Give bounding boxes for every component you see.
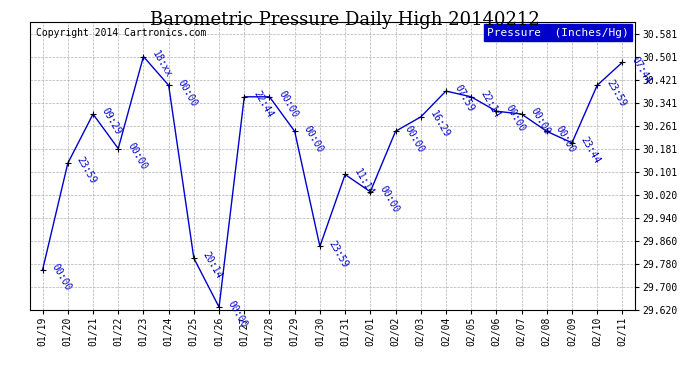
Text: 11:14: 11:14	[352, 167, 375, 197]
Text: 00:00: 00:00	[226, 299, 249, 330]
Text: Barometric Pressure Daily High 20140212: Barometric Pressure Daily High 20140212	[150, 11, 540, 29]
Text: 00:00: 00:00	[277, 89, 299, 120]
Text: 23:59: 23:59	[327, 238, 351, 269]
Text: Copyright 2014 Cartronics.com: Copyright 2014 Cartronics.com	[36, 28, 206, 38]
Text: 00:00: 00:00	[503, 104, 526, 134]
Text: 00:00: 00:00	[529, 106, 552, 137]
Text: 00:00: 00:00	[50, 262, 73, 292]
Text: 00:00: 00:00	[302, 123, 325, 154]
Text: 16:29: 16:29	[428, 109, 451, 140]
Text: 23:59: 23:59	[604, 78, 627, 108]
Text: 23:59: 23:59	[75, 156, 98, 186]
Text: 00:00: 00:00	[125, 141, 148, 171]
Text: 00:00: 00:00	[553, 123, 577, 154]
Text: 00:00: 00:00	[402, 123, 426, 154]
Text: 18:xx: 18:xx	[150, 49, 174, 79]
Text: 07:59: 07:59	[453, 83, 476, 114]
Text: 22:44: 22:44	[251, 89, 275, 120]
Text: 09:29: 09:29	[100, 106, 124, 137]
Text: 20:14: 20:14	[201, 251, 224, 281]
Text: Pressure  (Inches/Hg): Pressure (Inches/Hg)	[487, 28, 629, 38]
Text: 22:14: 22:14	[478, 89, 502, 120]
Text: 23:44: 23:44	[579, 135, 602, 165]
Text: 07:44: 07:44	[629, 54, 653, 85]
Text: 00:00: 00:00	[377, 184, 401, 214]
Text: 00:00: 00:00	[175, 78, 199, 108]
